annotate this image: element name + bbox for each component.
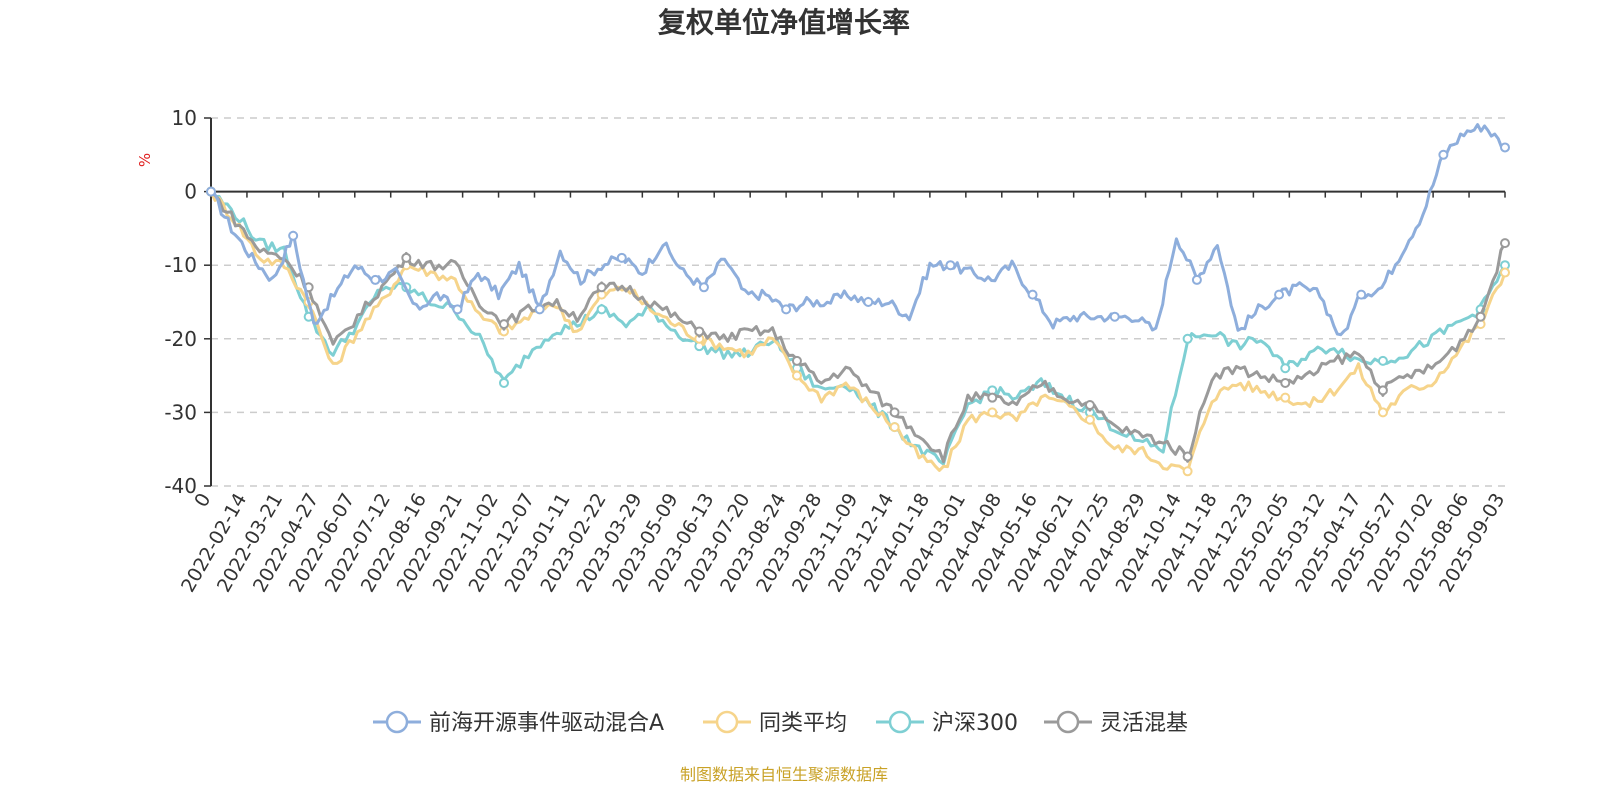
series-line-2 bbox=[209, 190, 1507, 466]
series-0-point-12 bbox=[452, 304, 463, 315]
series-3-point-8 bbox=[401, 252, 412, 263]
legend-label-0: 前海开源事件驱动混合A bbox=[429, 711, 664, 736]
legend-circle-icon-3 bbox=[1056, 710, 1080, 734]
legend-item-1[interactable]: 同类平均 bbox=[703, 710, 847, 736]
legend-circle-icon-2 bbox=[888, 710, 912, 734]
series-0-point-56 bbox=[1356, 289, 1367, 300]
grid-lines bbox=[204, 117, 1505, 487]
series-3-point-28 bbox=[889, 407, 900, 418]
legend-label-1: 同类平均 bbox=[759, 711, 847, 736]
series-2-point-48 bbox=[1377, 355, 1388, 366]
y-tick-label-1: 0 bbox=[184, 180, 197, 204]
x-tick-label-start: 0 bbox=[190, 490, 215, 511]
legend[interactable]: 前海开源事件驱动混合A 同类平均 沪深300 灵活混基 bbox=[373, 710, 1188, 736]
series-2-point-16 bbox=[596, 304, 607, 315]
y-axis-unit-label: % bbox=[136, 153, 154, 167]
series-2-point-40 bbox=[1182, 333, 1193, 344]
series-0-point-20 bbox=[616, 252, 627, 263]
series-3-point-16 bbox=[596, 282, 607, 293]
y-tick-label-5: -40 bbox=[164, 474, 197, 498]
legend-item-0[interactable]: 前海开源事件驱动混合A bbox=[373, 710, 664, 736]
legend-circle-icon-1 bbox=[715, 710, 739, 734]
series-0-point-last bbox=[1500, 142, 1510, 153]
series-3-point-52 bbox=[1475, 311, 1486, 322]
series-0-point-40 bbox=[1027, 289, 1038, 300]
y-tick-label-0: 10 bbox=[172, 106, 197, 130]
series-1-point-32 bbox=[987, 407, 998, 418]
series-line-1 bbox=[209, 190, 1507, 474]
legend-circle-icon-0 bbox=[385, 710, 409, 734]
y-tick-label-4: -30 bbox=[164, 400, 197, 424]
legend-label-3: 灵活混基 bbox=[1100, 711, 1188, 736]
series-0-point-16 bbox=[534, 304, 545, 315]
legend-label-2: 沪深300 bbox=[932, 711, 1018, 736]
series-2-point-44 bbox=[1280, 363, 1291, 374]
series-0-point-36 bbox=[945, 260, 956, 271]
series-0-point-24 bbox=[698, 282, 709, 293]
x-tick-labels: 02022-02-142022-03-212022-04-272022-06-0… bbox=[177, 489, 1509, 596]
series-0-point-4 bbox=[288, 230, 299, 241]
legend-item-2[interactable]: 沪深300 bbox=[876, 710, 1018, 736]
series-line-3 bbox=[209, 190, 1507, 464]
legend-item-3[interactable]: 灵活混基 bbox=[1044, 710, 1188, 736]
series-0-point-52 bbox=[1274, 289, 1285, 300]
series-3-point-44 bbox=[1280, 377, 1291, 388]
series-3-point-20 bbox=[694, 326, 705, 337]
y-tick-label-3: -20 bbox=[164, 327, 197, 351]
series-1-point-last bbox=[1500, 267, 1510, 278]
series-0-point-60 bbox=[1438, 149, 1449, 160]
series-0-point-28 bbox=[781, 304, 792, 315]
series-1-point-40 bbox=[1182, 466, 1193, 477]
series-line-0 bbox=[210, 123, 1505, 337]
y-tick-label-2: -10 bbox=[164, 253, 197, 277]
axes bbox=[210, 118, 1506, 486]
series-0-point-32 bbox=[863, 297, 874, 307]
series-3-point-32 bbox=[987, 392, 998, 403]
series-0-point-44 bbox=[1109, 311, 1120, 322]
series-0-point-48 bbox=[1191, 274, 1202, 285]
series-1-point-48 bbox=[1377, 407, 1388, 418]
series-3-point-12 bbox=[498, 319, 509, 330]
series-1-point-24 bbox=[791, 370, 802, 381]
series-3-point-24 bbox=[791, 355, 802, 366]
series-lines bbox=[206, 123, 1510, 477]
y-tick-labels: 10 0 -10 -20 -30 -40 bbox=[164, 106, 197, 498]
series-1-point-28 bbox=[889, 422, 900, 433]
series-1-point-36 bbox=[1084, 414, 1095, 425]
chart-title: 复权单位净值增长率 bbox=[658, 6, 910, 39]
data-source-note: 制图数据来自恒生聚源数据库 bbox=[680, 765, 888, 784]
series-3-point-48 bbox=[1377, 385, 1388, 396]
series-0-point-8 bbox=[370, 274, 381, 285]
series-3-point-last bbox=[1500, 238, 1510, 249]
series-3-point-36 bbox=[1084, 400, 1095, 411]
series-2-point-12 bbox=[498, 377, 509, 388]
series-1-point-44 bbox=[1280, 392, 1291, 403]
series-3-point-40 bbox=[1182, 451, 1193, 462]
series-0-point-0 bbox=[206, 186, 216, 197]
